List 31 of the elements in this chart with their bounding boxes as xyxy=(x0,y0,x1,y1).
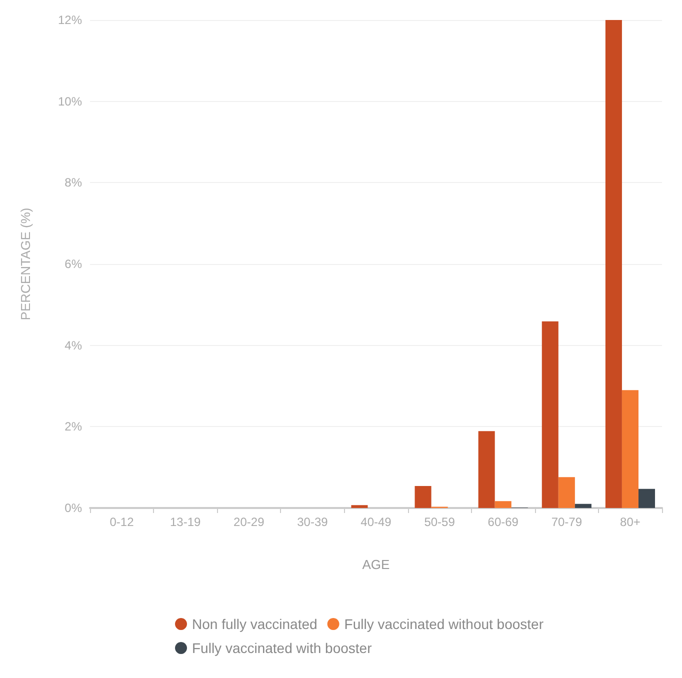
bar xyxy=(558,477,575,508)
x-tick-label: 50-59 xyxy=(424,515,456,529)
bar xyxy=(494,501,512,508)
bar xyxy=(351,505,368,508)
bar xyxy=(605,20,622,508)
y-tick-label: 2% xyxy=(64,420,82,434)
x-tick-label: 20-29 xyxy=(234,515,265,529)
y-axis-title: PERCENTAGE (%) xyxy=(18,208,33,320)
y-tick-label: 12% xyxy=(58,13,82,27)
x-tick-label: 80+ xyxy=(620,515,640,529)
bar xyxy=(414,486,432,508)
x-tick-label: 0-12 xyxy=(110,515,134,529)
x-tick-label: 70-79 xyxy=(551,515,582,529)
bar xyxy=(622,390,638,508)
y-tick-label: 4% xyxy=(64,338,82,352)
x-tick-label: 30-39 xyxy=(297,515,328,529)
bar xyxy=(478,431,495,508)
x-tick-label: 40-49 xyxy=(360,515,392,529)
bar xyxy=(638,488,656,508)
bar xyxy=(542,321,558,508)
legend-label: Fully vaccinated with booster xyxy=(192,640,372,656)
bar xyxy=(574,504,592,508)
x-axis-title: AGE xyxy=(362,557,390,572)
legend-label: Fully vaccinated without booster xyxy=(344,616,544,632)
x-tick-label: 60-69 xyxy=(488,515,519,529)
x-tick-label: 13-19 xyxy=(170,515,201,529)
y-tick-label: 6% xyxy=(64,257,82,271)
legend-label: Non fully vaccinated xyxy=(192,616,318,632)
y-tick-label: 10% xyxy=(58,94,82,108)
y-tick-label: 0% xyxy=(64,501,82,515)
y-tick-label: 8% xyxy=(64,176,82,190)
